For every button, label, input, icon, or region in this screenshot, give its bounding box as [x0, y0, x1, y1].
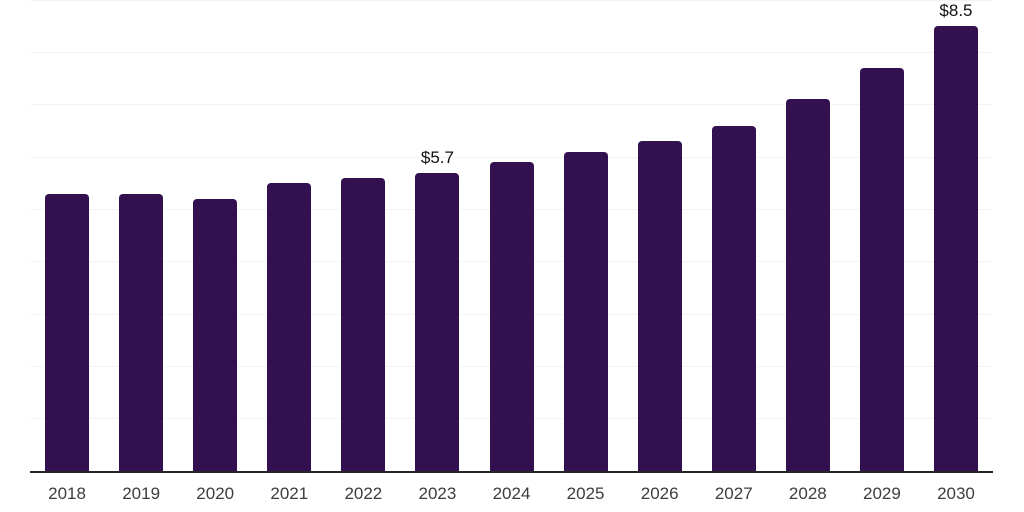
bar-2020	[193, 198, 238, 471]
bar-2026	[637, 141, 682, 471]
bar-slot-2019	[104, 0, 178, 471]
bar-slot-2030: $8.5	[919, 0, 993, 471]
bar-slot-2025	[549, 0, 623, 471]
value-label-2023: $5.7	[420, 147, 454, 167]
bar-slot-2029	[845, 0, 919, 471]
x-tick-label-2020: 2020	[196, 484, 235, 503]
bar-2029	[859, 68, 904, 471]
bar-slot-2023: $5.7	[400, 0, 474, 471]
x-tick-label-2023: 2023	[418, 484, 457, 503]
x-axis-line	[30, 471, 993, 473]
bar-2018	[45, 193, 90, 471]
x-tick-label-2024: 2024	[492, 484, 531, 503]
gridline-y-7	[30, 104, 993, 106]
x-tick-label-2027: 2027	[714, 484, 753, 503]
bar-slot-2027	[697, 0, 771, 471]
bar-slot-2022	[326, 0, 400, 471]
bar-2019	[119, 193, 164, 471]
x-axis-tick-labels: 2018 2019 2020 2021 2022 2023 2024 2025 2026 2027…	[30, 473, 993, 504]
x-tick-label-2018: 2018	[48, 484, 86, 503]
bar-2025	[563, 151, 608, 471]
bar-slot-2021	[252, 0, 326, 471]
bar-slot-2018	[30, 0, 104, 471]
bar-2021	[267, 183, 312, 471]
bar-2023	[415, 172, 460, 471]
gridline-y-9	[30, 0, 993, 1]
bar-slot-2028	[771, 0, 845, 471]
bar-2022	[341, 177, 386, 471]
x-tick-label-2026: 2026	[640, 484, 679, 503]
bars-row: $5.7 $8.5	[30, 0, 993, 471]
gridline-y-8	[30, 51, 993, 53]
bar-2024	[489, 162, 534, 471]
value-label-2030: $8.5	[939, 1, 973, 21]
plot-area: $5.7 $8.5	[30, 0, 993, 473]
x-tick-label-2029: 2029	[862, 484, 901, 503]
gridline-y-6	[30, 156, 993, 158]
bar-2028	[785, 99, 830, 471]
bar-2030	[933, 26, 978, 471]
x-tick-label-2028: 2028	[788, 484, 827, 503]
x-tick-label-2021: 2021	[270, 484, 309, 503]
x-tick-label-2019: 2019	[122, 484, 161, 503]
x-tick-label-2030: 2030	[937, 484, 975, 503]
bar-slot-2026	[623, 0, 697, 471]
bar-slot-2024	[474, 0, 548, 471]
bar-2027	[711, 125, 756, 471]
x-tick-label-2022: 2022	[344, 484, 383, 503]
bar-slot-2020	[178, 0, 252, 471]
x-tick-label-2025: 2025	[566, 484, 605, 503]
